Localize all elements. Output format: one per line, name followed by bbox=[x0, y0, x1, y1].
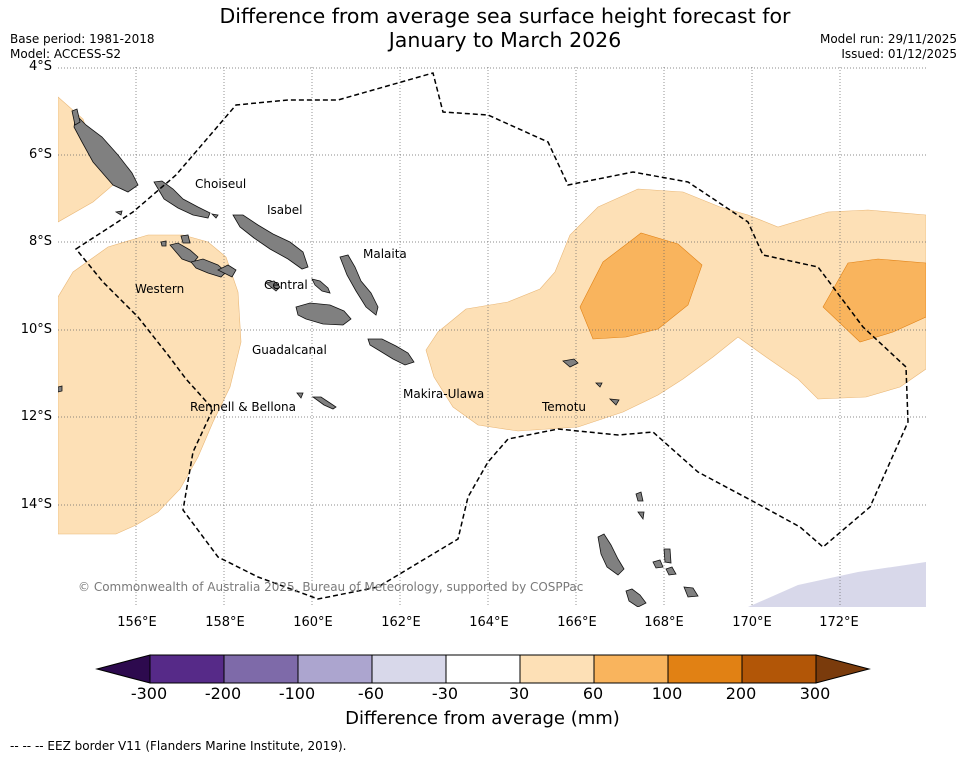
province-label-malaita: Malaita bbox=[363, 247, 407, 261]
province-label-makira-ulawa: Makira-Ulawa bbox=[403, 387, 485, 401]
title-line-2: January to March 2026 bbox=[388, 28, 622, 52]
meta-left: Base period: 1981-2018 Model: ACCESS-S2 bbox=[10, 32, 155, 62]
temotu-islet-2 bbox=[608, 398, 620, 406]
lon-label-168e: 168°E bbox=[644, 615, 684, 630]
rennell-islet bbox=[296, 392, 304, 399]
vanuatu-islet-5 bbox=[683, 586, 699, 598]
choiseul-island bbox=[153, 180, 211, 219]
colorbar-tick-label: -300 bbox=[130, 684, 168, 703]
choiseul-islet bbox=[114, 210, 123, 216]
makira-island bbox=[367, 338, 415, 366]
bougainville-island bbox=[73, 114, 139, 193]
colorbar-tick-label: -100 bbox=[278, 684, 316, 703]
western-islands-5 bbox=[160, 240, 167, 247]
lat-label-6s: 6°S bbox=[28, 147, 52, 162]
lon-label-158e: 158°E bbox=[205, 615, 245, 630]
lon-label-156e: 156°E bbox=[117, 615, 157, 630]
model-run-text: Model run: 29/11/2025 bbox=[819, 32, 957, 46]
lat-label-10s: 10°S bbox=[20, 322, 52, 337]
vanuatu-islet-3 bbox=[635, 491, 644, 502]
lon-label-166e: 166°E bbox=[557, 615, 597, 630]
guadalcanal-island bbox=[295, 302, 352, 326]
west-edge-islet bbox=[58, 385, 63, 393]
colorbar-tick-label: 60 bbox=[582, 684, 604, 703]
anomaly-region-light-southwest bbox=[58, 234, 242, 535]
colorbar-tick-label: 300 bbox=[799, 684, 831, 703]
copyright-text: © Commonwealth of Australia 2025, Bureau… bbox=[78, 580, 584, 594]
lat-label-14s: 14°S bbox=[20, 497, 52, 512]
vanuatu-islet-6 bbox=[665, 566, 677, 576]
western-islands-3 bbox=[217, 264, 237, 278]
chart-title: Difference from average sea surface heig… bbox=[160, 4, 850, 52]
vanuatu-islet-2 bbox=[663, 548, 672, 564]
temotu-islet-1 bbox=[595, 382, 603, 388]
lat-label-12s: 12°S bbox=[20, 409, 52, 424]
lon-label-164e: 164°E bbox=[469, 615, 509, 630]
province-label-guadalcanal: Guadalcanal bbox=[252, 343, 327, 357]
vanuatu-malekula bbox=[625, 588, 647, 607]
lon-label-170e: 170°E bbox=[732, 615, 772, 630]
colorbar-tick-label: -60 bbox=[357, 684, 385, 703]
rennell-island bbox=[311, 396, 337, 410]
anomaly-region-negative-southeast bbox=[748, 562, 926, 607]
colorbar-segment bbox=[371, 654, 447, 684]
eez-footnote: -- -- -- EEZ border V11 (Flanders Marine… bbox=[10, 739, 347, 753]
lon-label-172e: 172°E bbox=[819, 615, 859, 630]
issued-text: Issued: 01/12/2025 bbox=[841, 47, 957, 61]
gridlines bbox=[58, 67, 926, 607]
colorbar-extend-low bbox=[95, 654, 151, 684]
base-period-text: Base period: 1981-2018 bbox=[10, 32, 155, 46]
colorbar-segment bbox=[593, 654, 669, 684]
sea-surface-height-map bbox=[58, 67, 926, 607]
colorbar-extend-high bbox=[815, 654, 871, 684]
western-islands-1 bbox=[169, 242, 199, 264]
lat-label-8s: 8°S bbox=[28, 234, 52, 249]
isabel-island bbox=[232, 214, 309, 270]
central-islands bbox=[265, 280, 281, 292]
province-label-western: Western bbox=[135, 282, 185, 296]
choiseul-islet-2 bbox=[210, 213, 219, 219]
vanuatu-islet-1 bbox=[652, 559, 664, 569]
colorbar-segment bbox=[519, 654, 595, 684]
meta-right: Model run: 29/11/2025 Issued: 01/12/2025 bbox=[820, 32, 957, 62]
province-label-choiseul: Choiseul bbox=[195, 177, 247, 191]
malaita-island bbox=[339, 254, 379, 316]
eez-border bbox=[74, 72, 909, 600]
vanuatu-espiritu-santo bbox=[597, 533, 625, 576]
colorbar-segment bbox=[297, 654, 373, 684]
province-label-rennell-bellona: Rennell & Bellona bbox=[190, 400, 297, 414]
colorbar-segment bbox=[741, 654, 817, 684]
lon-label-160e: 160°E bbox=[293, 615, 333, 630]
colorbar-title: Difference from average (mm) bbox=[345, 708, 620, 729]
colorbar bbox=[95, 654, 871, 684]
province-label-central: Central bbox=[264, 278, 308, 292]
colorbar-tick-label: 30 bbox=[508, 684, 530, 703]
anomaly-region-medium-east bbox=[822, 258, 926, 343]
western-islands-4 bbox=[180, 234, 191, 244]
title-line-1: Difference from average sea surface heig… bbox=[219, 4, 791, 28]
colorbar-segment bbox=[149, 654, 225, 684]
model-text: Model: ACCESS-S2 bbox=[10, 47, 122, 61]
colorbar-tick-label: 200 bbox=[725, 684, 757, 703]
anomaly-region-medium-central bbox=[579, 232, 703, 340]
lat-label-4s: 4°S bbox=[28, 59, 52, 74]
province-label-isabel: Isabel bbox=[267, 203, 303, 217]
central-islands-2 bbox=[311, 278, 331, 294]
western-islands-2 bbox=[190, 258, 227, 278]
colorbar-segment bbox=[445, 654, 521, 684]
colorbar-tick-label: -30 bbox=[431, 684, 459, 703]
colorbar-tick-label: 100 bbox=[651, 684, 683, 703]
vanuatu-islet-4 bbox=[637, 511, 645, 521]
temotu-santa-cruz bbox=[562, 358, 579, 368]
colorbar-segments bbox=[149, 654, 817, 684]
colorbar-segment bbox=[667, 654, 743, 684]
province-label-temotu: Temotu bbox=[542, 400, 587, 414]
land-masses bbox=[58, 108, 699, 607]
colorbar-segment bbox=[223, 654, 299, 684]
lon-label-162e: 162°E bbox=[381, 615, 421, 630]
colorbar-tick-label: -200 bbox=[204, 684, 242, 703]
buka-island bbox=[71, 108, 81, 126]
